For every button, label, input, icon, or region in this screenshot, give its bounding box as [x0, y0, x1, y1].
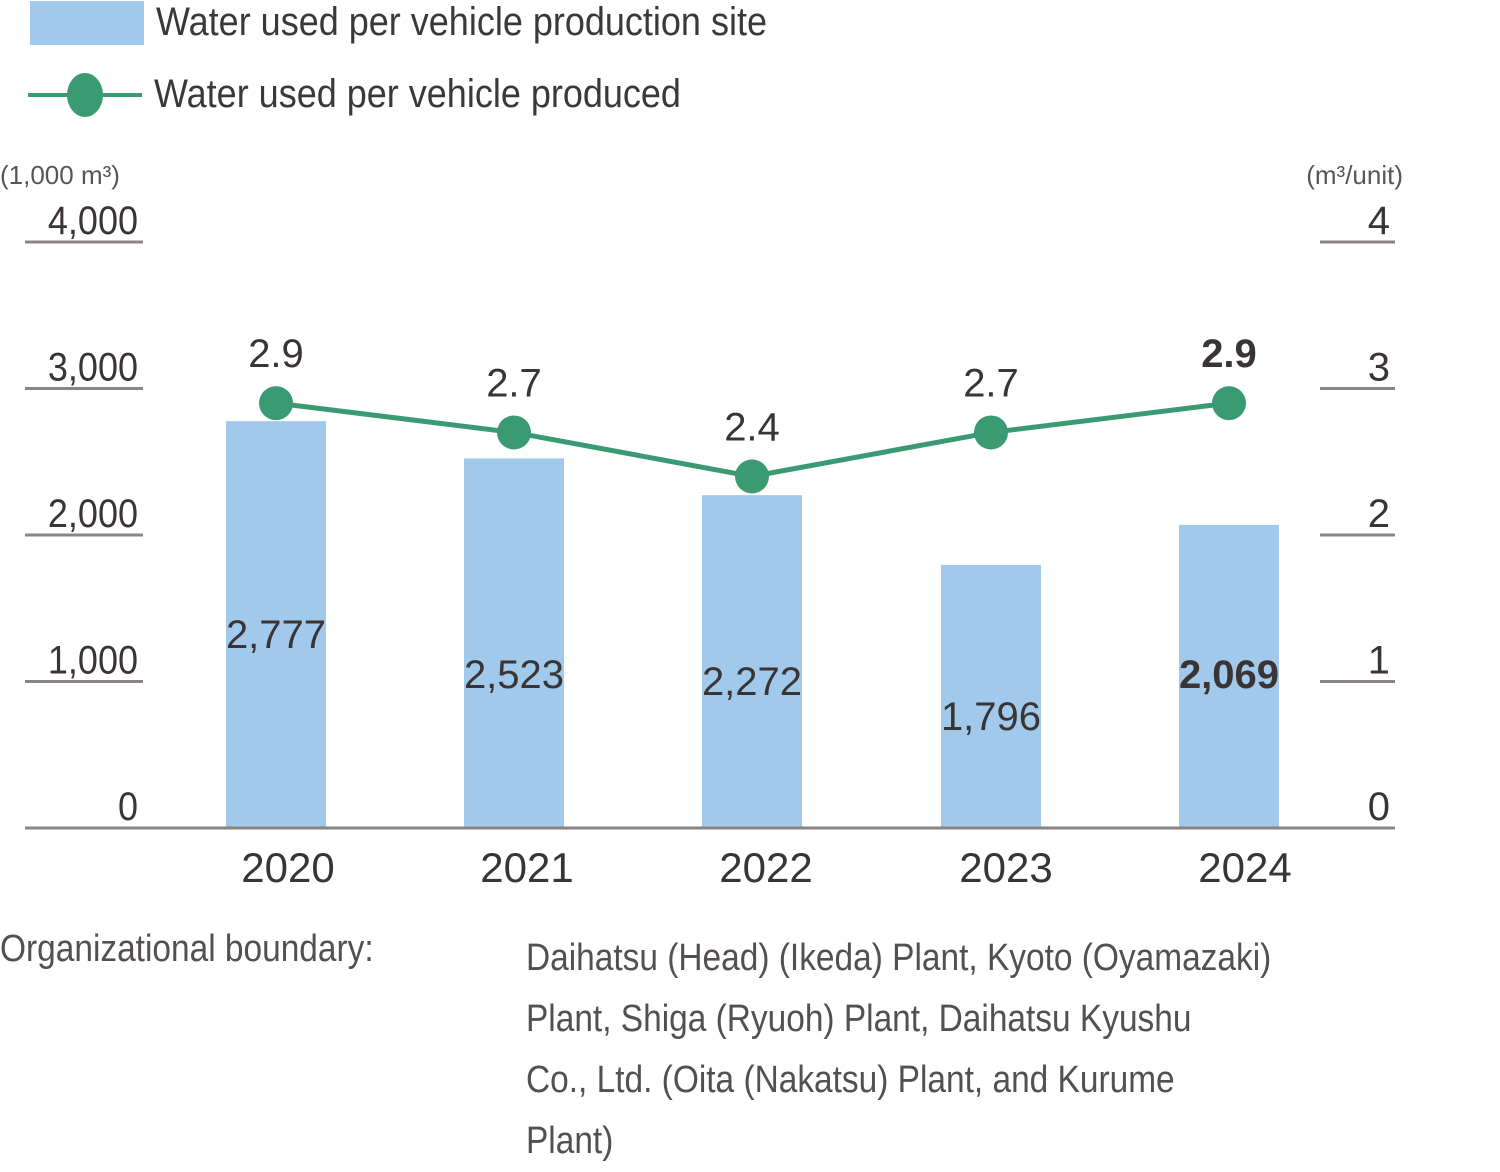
line-point-2022 — [735, 459, 769, 494]
x-tick-label: 2021 — [480, 844, 573, 891]
bar-value-label: 2,069 — [1179, 653, 1279, 697]
note-line: Daihatsu (Head) (Ikeda) Plant, Kyoto (Oy… — [526, 937, 1272, 979]
line-value-label: 2.9 — [1201, 332, 1257, 376]
legend-item-line: Water used per vehicle produced — [28, 72, 740, 117]
line-point-2023 — [974, 415, 1008, 450]
bar-value-label: 2,523 — [464, 653, 564, 697]
line-value-label: 2.4 — [724, 405, 780, 449]
x-tick-label: 2023 — [959, 844, 1052, 891]
x-tick-label: 2020 — [241, 844, 334, 891]
left-tick-label: 1,000 — [48, 639, 138, 683]
bar-value-label: 2,777 — [226, 613, 326, 657]
left-axis-unit: (1,000 m³) — [0, 160, 120, 190]
note-line: Plant, Shiga (Ryuoh) Plant, Daihatsu Kyu… — [526, 998, 1192, 1040]
right-tick-label: 0 — [1368, 785, 1390, 829]
note-body: Daihatsu (Head) (Ikeda) Plant, Kyoto (Oy… — [526, 928, 1494, 1172]
note-line: Co., Ltd. (Oita (Nakatsu) Plant, and Kur… — [526, 1059, 1175, 1101]
legend-swatch-bar — [30, 0, 144, 45]
bar-2020 — [226, 421, 326, 828]
bar-value-label: 1,796 — [941, 695, 1041, 739]
legend-label-bar: Water used per vehicle production site — [156, 0, 767, 44]
legend-label-line: Water used per vehicle produced — [154, 72, 681, 116]
right-tick-label: 3 — [1368, 346, 1390, 390]
note-label: Organizational boundary: — [0, 928, 374, 970]
legend-item-bar: Water used per vehicle production site — [30, 0, 835, 45]
legend-swatch-line — [28, 72, 142, 117]
right-tick-label: 1 — [1368, 639, 1390, 683]
line-value-label: 2.7 — [963, 361, 1019, 405]
x-tick-label: 2024 — [1198, 844, 1291, 891]
right-tick-label: 4 — [1368, 199, 1390, 243]
line-point-2024 — [1212, 386, 1246, 421]
line-value-label: 2.7 — [486, 361, 542, 405]
left-tick-label: 3,000 — [48, 346, 138, 390]
left-tick-label: 2,000 — [48, 492, 138, 536]
right-axis-unit: (m³/unit) — [1306, 160, 1403, 190]
x-tick-label: 2022 — [719, 844, 812, 891]
line-value-label: 2.9 — [248, 332, 304, 376]
line-point-2021 — [497, 415, 531, 450]
left-tick-label: 4,000 — [48, 199, 138, 243]
line-point-2020 — [259, 386, 293, 421]
bar-2022 — [702, 495, 802, 828]
bar-value-label: 2,272 — [702, 660, 802, 704]
right-tick-label: 2 — [1368, 492, 1390, 536]
bar-2024 — [1179, 524, 1279, 828]
note-line: Plant) — [526, 1120, 614, 1162]
left-tick-label: 0 — [118, 785, 138, 829]
bar-2023 — [941, 564, 1041, 828]
bar-2021 — [464, 458, 564, 828]
chart: (1,000 m³) (m³/unit) 0 1,000 2,000 3,000 4,000… — [0, 160, 1403, 891]
